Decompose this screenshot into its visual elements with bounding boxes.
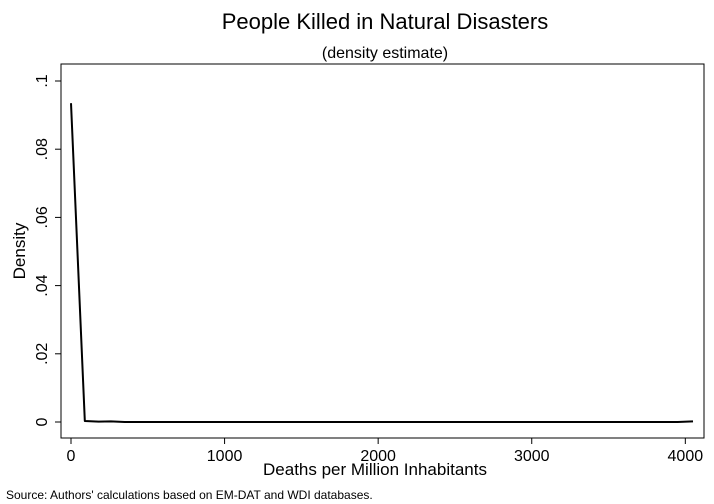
density-line — [70, 103, 694, 423]
y-tick-label: .06 — [34, 206, 51, 228]
x-tick-label: 4000 — [668, 448, 704, 465]
x-tick-label: 1000 — [207, 448, 243, 465]
y-axis: 0 .02 .04 .06 .08 .1 — [34, 64, 62, 438]
y-axis-title: Density — [10, 222, 29, 279]
series-layer — [70, 103, 694, 423]
chart-title: People Killed in Natural Disasters — [222, 9, 549, 34]
plot-area — [60, 63, 705, 439]
chart-subtitle: (density estimate) — [322, 45, 448, 62]
source-note: Source: Authors' calculations based on E… — [6, 488, 373, 502]
x-tick-label: 3000 — [514, 448, 550, 465]
x-tick-label: 0 — [67, 448, 76, 465]
y-tick-label: .08 — [34, 138, 51, 160]
y-tick-label: .1 — [34, 74, 51, 87]
x-tick-label: 2000 — [360, 448, 396, 465]
y-tick-label: 0 — [34, 417, 51, 426]
x-axis-title: Deaths per Million Inhabitants — [263, 460, 487, 479]
y-tick-label: .02 — [34, 343, 51, 365]
y-tick-label: .04 — [34, 274, 51, 296]
x-axis: 0 1000 2000 3000 4000 — [61, 437, 704, 465]
